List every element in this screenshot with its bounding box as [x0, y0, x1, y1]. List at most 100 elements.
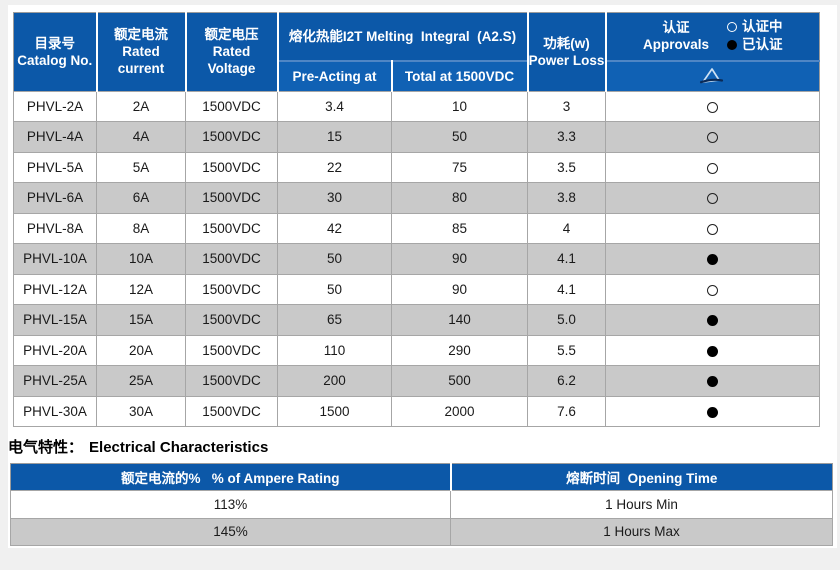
opening-time-table-body: 113% 1 Hours Min 145% 1 Hours Max: [10, 490, 833, 546]
cell-pre-acting: 200: [277, 365, 392, 397]
section-title-zh: 电气特性：: [8, 439, 84, 456]
cell-total: 90: [390, 243, 529, 275]
approval-pending-marker: [707, 223, 719, 235]
table-row: PHVL-4A 4A 1500VDC 15 50 3.3: [13, 121, 821, 153]
header-pre-acting: Pre-Acting at: [277, 59, 393, 91]
cell-catalog: PHVL-20A: [13, 334, 97, 366]
cell-rated-current: 12A: [96, 273, 186, 305]
cell-rated-voltage: 1500VDC: [185, 151, 278, 183]
cell-rated-current: 4A: [96, 121, 186, 153]
cell-total: 2000: [390, 395, 529, 427]
fuse-spec-table: 目录号 Catalog No. 额定电流 Rated current 额定电压 …: [13, 12, 821, 427]
approval-certified-marker: [707, 345, 719, 357]
legend-pending-row: 认证中: [727, 18, 783, 36]
approval-certified-marker: [707, 376, 719, 388]
cell-rated-current: 30A: [96, 395, 186, 427]
table-row: PHVL-5A 5A 1500VDC 22 75 3.5: [13, 151, 821, 183]
cell-rated-voltage: 1500VDC: [185, 304, 278, 336]
cell-catalog: PHVL-30A: [13, 395, 97, 427]
cell-total: 85: [390, 212, 529, 244]
cell-power-loss: 4.1: [527, 273, 607, 305]
cell-opening-time: 1 Hours Max: [450, 517, 833, 546]
cell-rated-current: 20A: [96, 334, 186, 366]
opening-time-table: 额定电流的% % of Ampere Rating 熔断时间 Opening T…: [10, 463, 833, 546]
table-row: PHVL-6A 6A 1500VDC 30 80 3.8: [13, 182, 821, 214]
cell-power-loss: 5.5: [527, 334, 607, 366]
cell-pre-acting: 110: [277, 334, 392, 366]
spec-table-body: PHVL-2A 2A 1500VDC 3.4 10 3 PHVL-4A 4A 1…: [13, 90, 821, 427]
approval-pending-marker: [707, 193, 719, 205]
legend-certified-row: 已认证: [727, 36, 783, 54]
cell-rated-current: 15A: [96, 304, 186, 336]
table-row: PHVL-12A 12A 1500VDC 50 90 4.1: [13, 273, 821, 305]
approval-certified-marker: [707, 315, 719, 327]
cell-pre-acting: 42: [277, 212, 392, 244]
cell-pre-acting: 30: [277, 182, 392, 214]
cell-rated-voltage: 1500VDC: [185, 212, 278, 244]
header-power-loss: 功耗(w) Power Loss: [527, 12, 607, 91]
cell-catalog: PHVL-8A: [13, 212, 97, 244]
table-row: PHVL-20A 20A 1500VDC 110 290 5.5: [13, 334, 821, 366]
cell-power-loss: 5.0: [527, 304, 607, 336]
cell-rated-voltage: 1500VDC: [185, 365, 278, 397]
cell-catalog: PHVL-15A: [13, 304, 97, 336]
table-row: PHVL-30A 30A 1500VDC 1500 2000 7.6: [13, 395, 821, 427]
cell-catalog: PHVL-2A: [13, 90, 97, 122]
cell-rated-voltage: 1500VDC: [185, 273, 278, 305]
header-voltage-en2: Voltage: [207, 61, 256, 77]
cell-power-loss: 6.2: [527, 365, 607, 397]
cell-total: 10: [390, 90, 529, 122]
header-catalog-zh: 目录号: [34, 35, 76, 51]
cell-rated-voltage: 1500VDC: [185, 121, 278, 153]
cell-rated-voltage: 1500VDC: [185, 334, 278, 366]
cell-power-loss: 3: [527, 90, 607, 122]
approvals-header-content: 认证 Approvals 认证中 已认证: [607, 18, 820, 54]
cell-catalog: PHVL-4A: [13, 121, 97, 153]
legend-pending-label: 认证中: [742, 19, 783, 35]
cell-total: 140: [390, 304, 529, 336]
cell-approval: [605, 365, 821, 397]
table-row: PHVL-2A 2A 1500VDC 3.4 10 3: [13, 90, 821, 122]
cell-catalog: PHVL-6A: [13, 182, 97, 214]
header-power-en: Power Loss: [528, 52, 605, 68]
cell-total: 90: [390, 273, 529, 305]
header-opening-time: 熔断时间 Opening Time: [450, 463, 833, 491]
header-catalog-no: 目录号 Catalog No.: [13, 12, 98, 91]
cell-total: 75: [390, 151, 529, 183]
table-row: PHVL-15A 15A 1500VDC 65 140 5.0: [13, 304, 821, 336]
approval-pending-marker: [707, 101, 719, 113]
cell-approval: [605, 395, 821, 427]
header-power-zh: 功耗(w): [543, 35, 590, 51]
cell-catalog: PHVL-5A: [13, 151, 97, 183]
header-row-main: 目录号 Catalog No. 额定电流 Rated current 额定电压 …: [13, 12, 820, 91]
cell-catalog: PHVL-25A: [13, 365, 97, 397]
header-rated-current: 额定电流 Rated current: [96, 12, 187, 91]
cell-pre-acting: 22: [277, 151, 392, 183]
cell-power-loss: 3.8: [527, 182, 607, 214]
cell-rated-current: 8A: [96, 212, 186, 244]
header-total-1500vdc: Total at 1500VDC: [391, 59, 529, 91]
cell-rated-current: 25A: [96, 365, 186, 397]
section-title-electrical-characteristics: 电气特性： Electrical Characteristics: [8, 436, 268, 457]
cell-pre-acting: 1500: [277, 395, 392, 427]
approval-pending-marker: [707, 162, 719, 174]
cell-total: 290: [390, 334, 529, 366]
cell-approval: [605, 273, 821, 305]
cell-rated-current: 2A: [96, 90, 186, 122]
approval-certified-marker: [707, 254, 719, 266]
header-approvals-logo-cell: [605, 59, 820, 91]
header-melting-integral: 熔化热能I2T Melting Integral (A2.S): [277, 12, 529, 61]
cell-rated-voltage: 1500VDC: [185, 182, 278, 214]
approvals-legend: 认证中 已认证: [727, 18, 783, 54]
cell-rated-current: 6A: [96, 182, 186, 214]
cell-approval: [605, 304, 821, 336]
cell-total: 500: [390, 365, 529, 397]
cell-approval: [605, 243, 821, 275]
cell-ampere-rating: 145%: [10, 517, 451, 546]
header-current-en2: current: [117, 61, 165, 77]
header-approvals: 认证 Approvals 认证中 已认证: [605, 12, 820, 61]
legend-certified-label: 已认证: [742, 37, 783, 53]
cell-rated-current: 5A: [96, 151, 186, 183]
header-current-zh: 额定电流: [114, 27, 168, 43]
table-row: 113% 1 Hours Min: [10, 490, 833, 519]
